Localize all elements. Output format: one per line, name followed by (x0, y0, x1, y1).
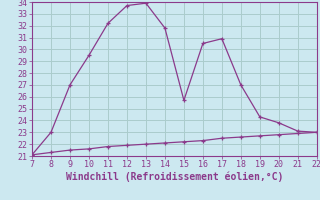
X-axis label: Windchill (Refroidissement éolien,°C): Windchill (Refroidissement éolien,°C) (66, 172, 283, 182)
